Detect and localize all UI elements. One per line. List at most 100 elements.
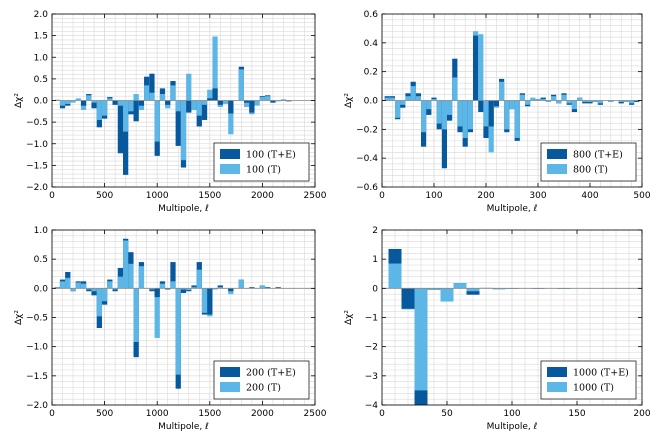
bar-100-t-	[101, 100, 108, 116]
bar-200-t-	[112, 288, 118, 290]
bar-100-t-	[243, 100, 250, 107]
bar-800-t-	[545, 100, 551, 102]
bar-200-t-e-	[91, 288, 97, 296]
bar-100-t-e-	[207, 98, 213, 101]
legend-label: 1000 (T+E)	[573, 368, 629, 379]
x-tick-label: 500	[633, 191, 650, 201]
bar-800-t-	[395, 100, 401, 118]
y-axis-label: Δχ²	[14, 93, 24, 108]
x-tick-label: 200	[477, 191, 494, 201]
bar-100-t-e-	[217, 100, 223, 105]
bar-800-t-	[540, 99, 546, 101]
bar-200-t-	[175, 288, 181, 375]
bar-100-t-e-	[286, 100, 292, 102]
bar-800-t-	[467, 100, 473, 130]
y-tick-label: 2.0	[34, 10, 49, 20]
legend: 200 (T+E) 200 (T)	[213, 360, 310, 400]
x-tick-label: 1500	[198, 409, 221, 419]
bar-1000-t-e-	[466, 288, 480, 295]
bar-200-t-e-	[275, 287, 281, 289]
y-tick-label: −2.0	[26, 183, 48, 193]
bar-800-t-	[447, 100, 453, 115]
y-tick-label: 0.0	[364, 97, 379, 107]
y-tick-label: 0.4	[364, 39, 379, 49]
y-tick-label: 1.5	[34, 32, 48, 42]
x-axis-label: Multipole, ℓ	[487, 204, 538, 214]
x-tick-label: 0	[49, 409, 55, 419]
bar-200-t-	[70, 288, 76, 292]
x-tick-label: 300	[529, 191, 546, 201]
bar-100-t-	[149, 92, 155, 101]
bar-800-t-e-	[488, 100, 494, 127]
bar-800-t-	[556, 100, 562, 104]
bar-800-t-	[384, 97, 390, 101]
bar-100-t-	[275, 100, 281, 102]
bar-200-t-	[65, 277, 71, 289]
bar-100-t-	[75, 98, 81, 101]
bars	[54, 36, 292, 175]
bar-100-t-	[175, 100, 181, 112]
bar-200-t-e-	[149, 288, 155, 292]
bar-800-t-	[608, 100, 614, 102]
bar-200-t-	[196, 269, 202, 289]
bar-800-t-	[441, 100, 447, 130]
legend-swatch	[547, 149, 567, 159]
y-tick-label: −0.5	[26, 314, 48, 324]
x-tick-label: 200	[633, 409, 650, 419]
bar-1000-t-	[466, 288, 480, 292]
bar-800-t-	[561, 94, 567, 101]
y-tick-label: 0.2	[364, 68, 378, 78]
bar-800-t-	[499, 81, 505, 101]
bar-800-t-	[436, 100, 442, 124]
y-tick-label: 0.5	[34, 255, 48, 265]
bar-800-t-	[519, 94, 525, 101]
y-tick-label: −0.4	[356, 154, 378, 164]
bar-100-t-e-	[201, 100, 208, 120]
bar-100-t-	[54, 99, 60, 101]
bar-200-t-	[128, 263, 134, 289]
x-tick-label: 2500	[304, 409, 327, 419]
bar-100-t-e-	[228, 100, 234, 114]
y-tick-label: −1.0	[26, 343, 48, 353]
y-tick-label: 1	[372, 255, 378, 265]
bar-100-t-e-	[186, 100, 192, 113]
bar-800-t-e-	[478, 100, 484, 113]
bar-800-t-	[426, 100, 432, 110]
bar-800-t-	[405, 96, 411, 101]
x-axis-label: Multipole, ℓ	[487, 422, 538, 432]
bar-800-t-	[504, 100, 510, 130]
y-tick-label: −4	[365, 401, 379, 411]
bar-1000-t-	[388, 263, 402, 289]
panel-top-right: 0 100 200 300 400 500 −0.6 −0.4 −0.2 0.0 0.2 0.4 0.6…	[344, 10, 651, 214]
y-tick-label: −3	[365, 372, 378, 382]
bar-100-t-	[238, 69, 244, 101]
bar-800-t-	[597, 100, 603, 104]
bar-800-t-	[514, 100, 520, 138]
y-tick-label: −2	[365, 343, 378, 353]
bar-100-t-e-	[280, 99, 287, 101]
bar-100-t-e-	[123, 100, 129, 175]
bar-800-t-	[421, 100, 427, 133]
bar-100-t-	[259, 97, 266, 101]
y-tick-label: −1	[365, 314, 378, 324]
bar-100-t-	[228, 100, 234, 135]
y-tick-label: −0.6	[356, 183, 378, 193]
y-tick-label: −1.5	[26, 372, 48, 382]
bar-200-t-e-	[112, 288, 118, 292]
legend-label: 100 (T+E)	[246, 150, 296, 161]
bar-100-t-	[207, 89, 213, 101]
x-tick-label: 400	[581, 191, 598, 201]
bar-200-t-	[191, 287, 197, 289]
y-tick-label: 1.0	[34, 226, 49, 236]
bar-100-t-	[70, 100, 76, 103]
bar-100-t-	[123, 100, 129, 132]
bar-100-t-	[265, 96, 271, 101]
bar-100-t-	[254, 100, 260, 106]
bars	[384, 31, 640, 169]
bar-800-t-	[587, 100, 593, 102]
bar-800-t-	[400, 100, 406, 105]
bar-100-t-	[201, 100, 208, 105]
bar-100-t-	[180, 100, 187, 161]
bar-100-t-	[117, 100, 124, 106]
